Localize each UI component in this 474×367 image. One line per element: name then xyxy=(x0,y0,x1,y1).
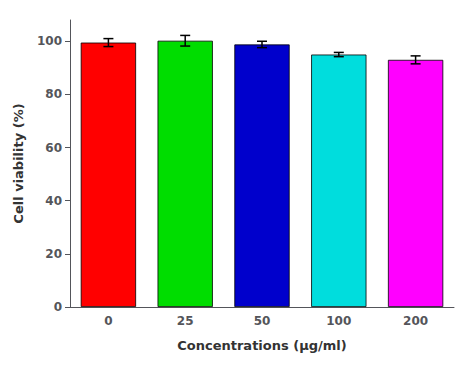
svg-text:50: 50 xyxy=(254,314,271,328)
svg-text:200: 200 xyxy=(403,314,428,328)
svg-text:40: 40 xyxy=(45,194,62,208)
svg-text:80: 80 xyxy=(45,87,62,101)
svg-text:20: 20 xyxy=(45,247,62,261)
svg-text:100: 100 xyxy=(37,34,62,48)
svg-text:Cell viability (%): Cell viability (%) xyxy=(11,103,26,223)
svg-text:60: 60 xyxy=(45,141,62,155)
svg-text:100: 100 xyxy=(326,314,351,328)
svg-text:Concentrations (μg/ml): Concentrations (μg/ml) xyxy=(177,338,347,353)
svg-text:25: 25 xyxy=(177,314,194,328)
svg-text:0: 0 xyxy=(54,300,62,314)
svg-text:0: 0 xyxy=(104,314,112,328)
